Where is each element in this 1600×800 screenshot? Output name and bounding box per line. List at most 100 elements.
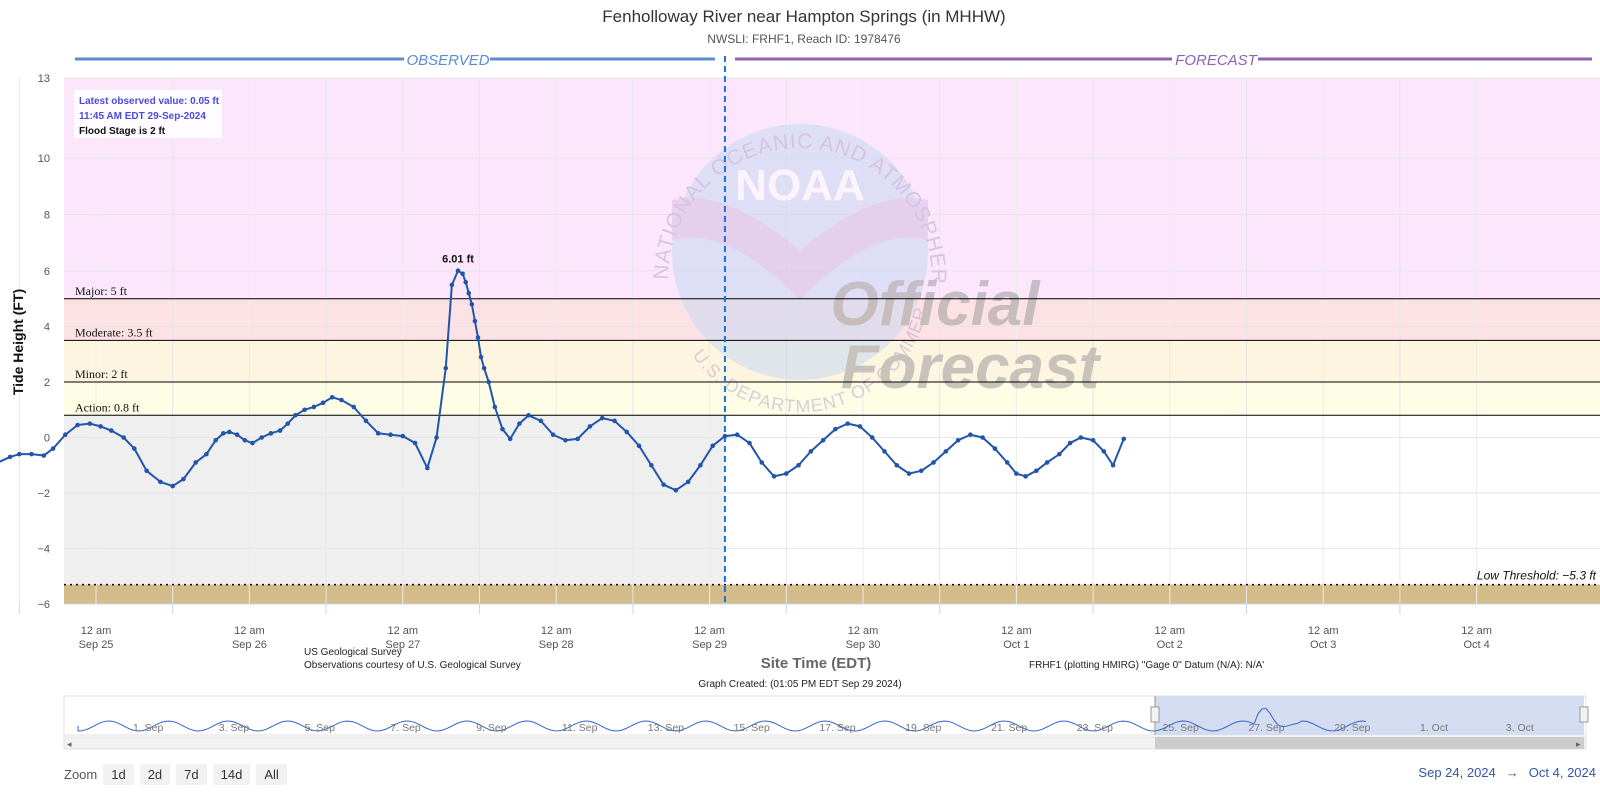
navigator-label: 21. Sep [991, 722, 1027, 734]
navigator-handle-left [1150, 706, 1160, 723]
series-point [661, 482, 666, 487]
series-point [132, 446, 137, 451]
series-point [1044, 460, 1050, 465]
y-tick-label: 10 [38, 153, 50, 165]
range-to[interactable]: Oct 4, 2024 [1528, 765, 1596, 780]
range-arrow: → [1505, 765, 1519, 780]
series-point [213, 437, 218, 443]
series-point [492, 404, 498, 410]
navigator-label: 29. Sep [1334, 722, 1370, 734]
series-point [311, 404, 317, 410]
navigator-label: 1. Sep [133, 722, 164, 734]
series-point [481, 365, 487, 371]
threshold-label: Action: 0.8 ft [75, 400, 140, 414]
series-point [193, 460, 199, 465]
chart-title: Fenholloway River near Hampton Springs (… [602, 7, 1005, 26]
series-point [796, 462, 801, 468]
x-tick-label: 12 am [1001, 625, 1032, 637]
navigator-label: 13. Sep [648, 722, 684, 734]
series-point [351, 404, 357, 410]
x-tick-label: 12 am [848, 625, 879, 637]
series-point [869, 435, 875, 440]
series-point [434, 435, 439, 440]
y-tick-label: 4 [44, 322, 50, 334]
x-tick-label: 12 am [234, 625, 265, 637]
series-point [227, 429, 232, 435]
series-point [1023, 474, 1028, 479]
series-point [463, 279, 468, 285]
series-point [375, 431, 381, 436]
x-tick-label: Oct 1 [1003, 639, 1029, 651]
series-point [587, 424, 593, 429]
threshold-label: Minor: 2 ft [75, 367, 128, 381]
navigator-selection [1155, 696, 1584, 735]
series-point [1014, 471, 1019, 476]
series-point [563, 437, 568, 443]
series-point [526, 413, 531, 418]
series-point [1078, 435, 1084, 440]
series-point [475, 335, 481, 340]
zoom-1d-button[interactable]: 1d [103, 764, 134, 785]
navigator-label: 15. Sep [734, 722, 770, 734]
series-point [906, 471, 912, 476]
x-tick-label: Sep 27 [385, 639, 420, 651]
series-point [845, 421, 850, 426]
forecast-header-label: FORECAST [1175, 52, 1259, 69]
series-point [242, 437, 248, 443]
range-from[interactable]: Sep 24, 2024 [1418, 765, 1496, 780]
series-point [460, 271, 465, 277]
series-point [722, 433, 728, 439]
series-point [320, 400, 326, 406]
official-watermark-text: Official [830, 270, 1041, 339]
y-axis: −6 −4 −2 0 2 4 6 8 10 13 [37, 73, 50, 611]
series-point [250, 440, 255, 446]
series-point [612, 418, 617, 424]
series-point [98, 424, 103, 429]
scrollbar-right-arrow: ▸ [1576, 739, 1581, 749]
series-point [857, 424, 863, 429]
y-tick-label: −4 [37, 544, 50, 556]
zoom-7d-button[interactable]: 7d [176, 764, 207, 785]
navigator[interactable]: 1. Sep 3. Sep 5. Sep 7. Sep 9. Sep 11. Sep 13.… [63, 695, 1589, 750]
series-point [170, 483, 175, 489]
x-tick-label: 12 am [81, 625, 112, 637]
series-point [302, 407, 307, 413]
series-point [980, 435, 985, 440]
chart-subtitle: NWSLI: FRHF1, Reach ID: 1978476 [707, 32, 901, 46]
series-point [636, 443, 642, 449]
series-point [771, 474, 777, 479]
series-point [1057, 451, 1062, 457]
navigator-label: 1. Oct [1420, 722, 1448, 734]
series-point [943, 449, 949, 454]
series-point [1110, 462, 1116, 468]
noaa-logo-circle [672, 124, 928, 380]
navigator-label: 9. Sep [476, 722, 507, 734]
series-point [204, 451, 209, 457]
flood-stage-text: Flood Stage is 2 ft [79, 126, 166, 137]
y-tick-label: 13 [38, 73, 50, 85]
x-tick-label: Sep 29 [692, 639, 727, 651]
series-point [339, 397, 344, 403]
series-point [1067, 440, 1073, 446]
series-point [363, 418, 369, 424]
navigator-label: 7. Sep [390, 722, 421, 734]
series-point [50, 446, 56, 451]
series-point [599, 415, 605, 421]
series-point [259, 435, 264, 440]
date-range: Sep 24, 2024 → Oct 4, 2024 [1418, 765, 1596, 780]
series-point [968, 432, 973, 438]
navigator-handle-right [1579, 706, 1589, 723]
latest-time-text: 11:45 AM EDT 29-Sep-2024 [79, 111, 206, 122]
x-tick-label: 12 am [1155, 625, 1186, 637]
navigator-label: 5. Sep [305, 722, 336, 734]
series-point [268, 431, 274, 436]
band-low [64, 584, 1600, 604]
navigator-label: 3. Oct [1506, 722, 1534, 734]
series-point [478, 354, 484, 360]
zoom-14d-button[interactable]: 14d [212, 764, 251, 785]
zoom-all-button[interactable]: All [256, 764, 287, 785]
series-point [29, 451, 34, 457]
zoom-2d-button[interactable]: 2d [139, 764, 171, 785]
series-point [759, 460, 765, 465]
series-point [412, 440, 418, 446]
